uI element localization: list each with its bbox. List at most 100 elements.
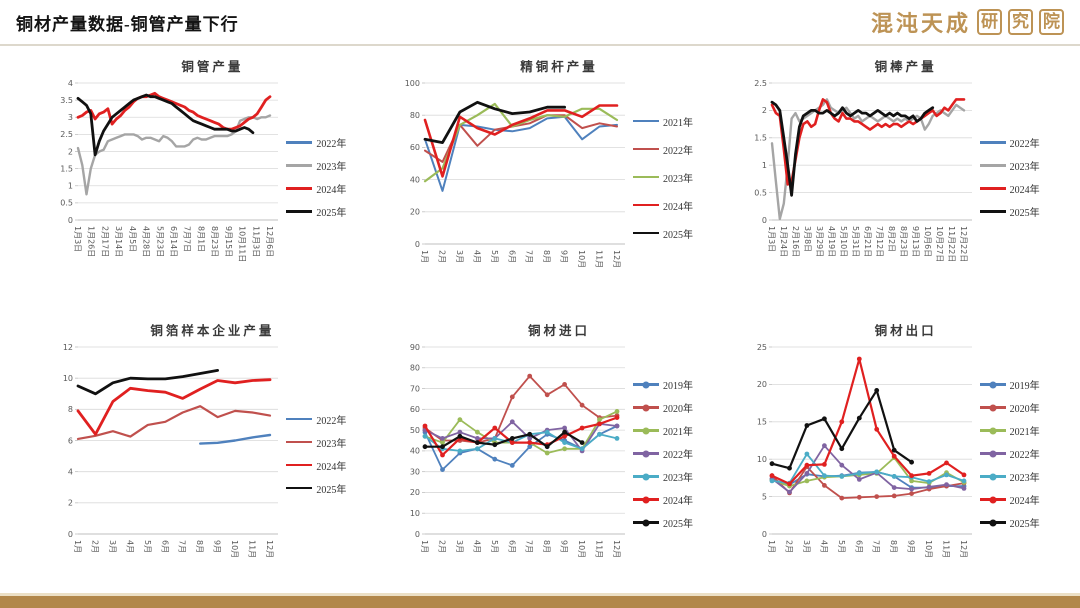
logo: 混沌天成 研 究 院 [871, 6, 1064, 38]
svg-text:3月29日: 3月29日 [815, 226, 824, 257]
chart-body: 0 5 10 15 20 25 1月 2月 3月 4月 5月 6月 7月 8月 9月 10月 11月 12月 20… [746, 340, 1066, 568]
svg-text:80: 80 [410, 111, 420, 120]
legend-item-2023年: 2023年 [286, 435, 372, 450]
svg-text:3月: 3月 [455, 250, 464, 263]
svg-text:10月: 10月 [230, 540, 239, 558]
copper-tube-plot: 0 0.5 1 1.5 2 2.5 3 3.5 4 1月3日 1月26日 2月17日 3月14日 4月5日… [61, 79, 279, 262]
copper-tube-legend: 2022年 2023年 2024年 2025年 [284, 76, 372, 278]
legend-line-swatch [632, 473, 659, 480]
chart-body: 0 0.5 1 1.5 2 2.5 3 3.5 4 1月3日 1月26日 2月17日 3月14日 4月5日… [52, 76, 372, 278]
legend-marker-dot [642, 450, 650, 457]
svg-text:4月5日: 4月5日 [128, 226, 137, 252]
svg-text:10月: 10月 [924, 540, 933, 558]
legend-line-swatch [286, 486, 313, 490]
legend-marker-dot [989, 473, 997, 480]
legend-line-swatch [286, 187, 313, 190]
legend-line-swatch [979, 427, 1006, 434]
legend-label: 2025年 [316, 484, 347, 496]
svg-text:5月: 5月 [143, 540, 152, 553]
legend-line-swatch [632, 119, 659, 123]
svg-text:7月12日: 7月12日 [875, 226, 884, 257]
svg-text:2.5: 2.5 [754, 79, 767, 88]
legend-item-2024年: 2024年 [286, 458, 372, 473]
copper-rod-plot: 0 20 40 60 80 100 1月 2月 3月 4月 5月 6月 7月 8月 9月 10月 11月 12月 [405, 79, 625, 268]
legend-line-swatch [632, 450, 659, 457]
svg-text:0.5: 0.5 [61, 199, 74, 208]
legend-label: 2024年 [316, 185, 347, 196]
legend-item-2025年: 2025年 [286, 481, 372, 496]
legend-marker-dot [642, 473, 650, 480]
svg-text:3.5: 3.5 [61, 96, 74, 105]
legend-item-2024年: 2024年 [979, 492, 1066, 507]
logo-boxed-char-1: 研 [977, 9, 1002, 35]
legend-line-swatch [979, 404, 1006, 411]
legend-label: 2022年 [316, 415, 347, 427]
copper-bar-legend: 2022年 2023年 2024年 2025年 [978, 76, 1066, 278]
svg-text:60: 60 [410, 405, 420, 414]
legend-marker-dot [642, 519, 650, 526]
svg-text:7月: 7月 [525, 250, 534, 263]
page-title: 铜材产量数据-铜管产量下行 [16, 14, 239, 34]
svg-text:0: 0 [68, 216, 73, 225]
footer-bar [0, 593, 1080, 608]
svg-text:100: 100 [405, 79, 420, 88]
svg-text:2.5: 2.5 [61, 130, 74, 139]
legend-line-swatch [979, 164, 1006, 167]
svg-text:3月: 3月 [455, 540, 464, 553]
copper-imports-legend: 2019年 2020年 2021年 2022年 2023年 2024年 2025年 [631, 340, 719, 568]
legend-line-swatch [979, 210, 1006, 213]
svg-text:8月2日: 8月2日 [887, 226, 896, 252]
svg-text:10月: 10月 [577, 250, 586, 268]
chart-copper-imports: 铜材进口 0 10 20 30 40 50 60 70 80 90 1月 2月 3月 4月 5月 6月 7月 8月… [393, 318, 726, 589]
legend-label: 2023年 [316, 438, 347, 450]
footer-gold-bar [0, 596, 1080, 608]
svg-text:1.5: 1.5 [61, 164, 74, 173]
svg-text:4: 4 [68, 467, 73, 476]
legend-line-swatch [286, 141, 313, 144]
svg-text:80: 80 [410, 363, 420, 372]
chart-title: 铜材进口 [527, 323, 590, 338]
chart-body: 0 10 20 30 40 50 60 70 80 90 1月 2月 3月 4月 5月 6月 7月 8月 9月 10月… [399, 340, 719, 568]
copper-imports-plot: 0 10 20 30 40 50 60 70 80 90 1月 2月 3月 4月 5月 6月 7月 8月 9月 10月… [410, 342, 625, 558]
legend-line-swatch [632, 427, 659, 434]
legend-label: 2024年 [1009, 185, 1040, 196]
legend-line-swatch [979, 381, 1006, 388]
legend-label: 2025年 [662, 229, 693, 241]
legend-item-2020年: 2020年 [979, 400, 1066, 415]
svg-text:30: 30 [410, 467, 420, 476]
legend-marker-dot [642, 427, 650, 434]
svg-text:5: 5 [762, 492, 767, 501]
svg-text:6月: 6月 [854, 540, 863, 553]
svg-text:40: 40 [410, 175, 420, 184]
svg-text:2月: 2月 [784, 540, 793, 553]
svg-text:2: 2 [68, 147, 73, 156]
copper-foil-legend: 2022年 2023年 2024年 2025年 [284, 340, 372, 568]
legend-marker-dot [989, 519, 997, 526]
svg-text:11月22日: 11月22日 [947, 226, 956, 262]
svg-text:12月: 12月 [612, 540, 621, 558]
svg-text:10月11日: 10月11日 [238, 226, 247, 262]
svg-text:2月: 2月 [437, 250, 446, 263]
legend-label: 2021年 [662, 427, 693, 438]
legend-label: 2024年 [662, 496, 693, 507]
legend-item-2025年: 2025年 [286, 204, 372, 219]
legend-item-2022年: 2022年 [979, 446, 1066, 461]
legend-line-swatch [979, 141, 1006, 144]
legend-item-2024年: 2024年 [979, 181, 1066, 196]
svg-text:1月: 1月 [420, 250, 429, 263]
svg-text:11月: 11月 [248, 540, 257, 558]
legend-item-2025年: 2025年 [979, 515, 1066, 530]
svg-text:9月15日: 9月15日 [224, 226, 233, 257]
chart-title: 铜材出口 [874, 323, 937, 338]
charts-grid: 铜管产量 0 0.5 1 1.5 2 2.5 3 3.5 4 1月3日 1月26日 2月17日 3月14… [46, 54, 1072, 588]
svg-text:9月: 9月 [213, 540, 222, 553]
svg-text:3月: 3月 [802, 540, 811, 553]
header: 铜材产量数据-铜管产量下行 混沌天成 研 究 院 [0, 0, 1080, 46]
svg-text:11月: 11月 [595, 540, 604, 558]
svg-text:8月: 8月 [196, 540, 205, 553]
svg-text:1月: 1月 [73, 540, 82, 553]
chart-body: 0 2 4 6 8 10 12 1月 2月 3月 4月 5月 6月 7月 8月 9月 10月 11月 12月 202… [52, 340, 372, 568]
svg-text:20: 20 [756, 380, 766, 389]
svg-text:1月3日: 1月3日 [767, 226, 776, 252]
